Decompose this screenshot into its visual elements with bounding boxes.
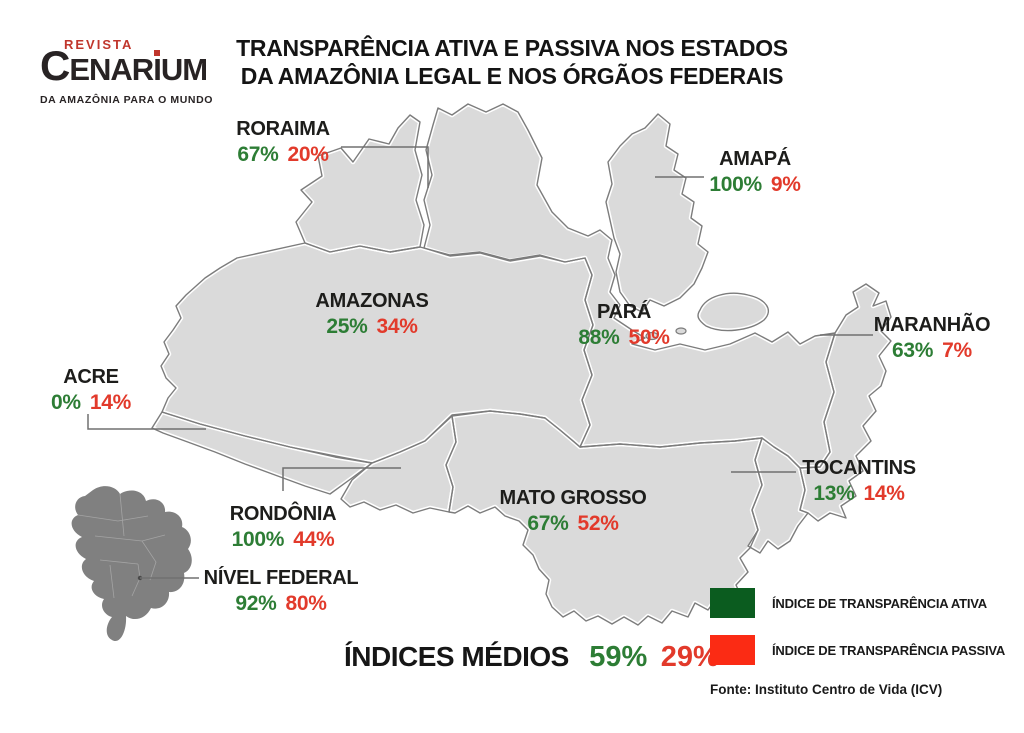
logo-letters-enar: ENAR: [69, 52, 154, 87]
logo-letters-um: UM: [160, 52, 208, 87]
region-label-maranhao: MARANHÃO 63% 7%: [873, 314, 991, 362]
region-label-rondonia: RONDÔNIA 100% 44%: [230, 503, 337, 551]
passive-value: 52%: [577, 512, 619, 535]
average-active-value: 59%: [589, 641, 648, 673]
connector-acre: [87, 414, 206, 430]
legend-active-label: ÍNDICE DE TRANSPARÊNCIA ATIVA: [772, 595, 987, 611]
passive-transparency-swatch: [710, 635, 755, 665]
region-label-acre: ACRE 0% 14%: [51, 366, 131, 414]
region-name: PARÁ: [597, 301, 651, 323]
region-label-amazonas: AMAZONAS 25% 34%: [315, 290, 428, 338]
region-name: AMAZONAS: [315, 290, 429, 312]
map-islets: [645, 327, 687, 341]
active-value: 92%: [235, 592, 277, 615]
page-title-line1: TRANSPARÊNCIA ATIVA E PASSIVA NOS ESTADO…: [236, 35, 788, 61]
passive-value: 9%: [770, 173, 801, 196]
passive-value: 44%: [293, 528, 335, 551]
region-name: MARANHÃO: [873, 314, 991, 336]
logo-tagline: DA AMAZÔNIA PARA O MUNDO: [40, 94, 214, 106]
passive-value: 50%: [628, 326, 670, 349]
page-title: TRANSPARÊNCIA ATIVA E PASSIVA NOS ESTADO…: [0, 34, 1024, 90]
map-state-amapa: [606, 114, 708, 312]
average-indices: ÍNDICES MÉDIOS 59% 29%: [344, 641, 719, 674]
region-name: NÍVEL FEDERAL: [203, 567, 359, 589]
active-transparency-swatch: [710, 588, 755, 618]
legend: ÍNDICE DE TRANSPARÊNCIA ATIVA ÍNDICE DE …: [710, 588, 1005, 697]
connector-roraima: [341, 146, 429, 188]
region-name: ACRE: [63, 366, 119, 388]
region-label-amapa: AMAPÁ 100% 9%: [709, 148, 801, 196]
source-credit: Fonte: Instituto Centro de Vida (ICV): [710, 682, 943, 697]
passive-value: 34%: [376, 315, 418, 338]
region-name: RONDÔNIA: [229, 503, 337, 525]
active-value: 67%: [237, 143, 279, 166]
logo-revista-text: REVISTA: [64, 37, 134, 52]
active-value: 88%: [578, 326, 620, 349]
logo-letter-i-reddot: I: [153, 52, 162, 87]
passive-value: 80%: [285, 592, 327, 615]
legend-row-active: ÍNDICE DE TRANSPARÊNCIA ATIVA: [710, 588, 1005, 618]
cenarium-logo: REVISTA CENARIUM DA AMAZÔNIA PARA O MUND…: [40, 38, 220, 106]
passive-value: 14%: [863, 482, 905, 505]
passive-value: 20%: [287, 143, 329, 166]
active-value: 100%: [231, 528, 285, 551]
region-label-nivel-federal: NÍVEL FEDERAL 92% 80%: [204, 567, 359, 615]
label-connectors: [87, 146, 873, 579]
region-label-tocantins: TOCANTINS 13% 14%: [802, 457, 916, 505]
region-name: MATO GROSSO: [499, 487, 647, 509]
active-value: 25%: [326, 315, 368, 338]
region-name: RORAIMA: [236, 118, 330, 140]
active-value: 0%: [51, 391, 81, 414]
active-value: 13%: [813, 482, 855, 505]
passive-value: 14%: [89, 391, 131, 414]
active-value: 63%: [892, 339, 934, 362]
connector-rondonia: [282, 467, 401, 491]
region-label-mato-grosso: MATO GROSSO 67% 52%: [499, 487, 646, 535]
legend-passive-label: ÍNDICE DE TRANSPARÊNCIA PASSIVA: [772, 642, 1006, 658]
region-name: TOCANTINS: [802, 457, 916, 479]
region-label-para: PARÁ 88% 50%: [578, 301, 670, 349]
legend-row-passive: ÍNDICE DE TRANSPARÊNCIA PASSIVA: [710, 635, 1005, 665]
average-indices-label: ÍNDICES MÉDIOS: [344, 641, 569, 672]
region-name: AMAPÁ: [719, 148, 791, 170]
logo-letter-c: C: [40, 42, 70, 89]
mini-brazil-map: [71, 486, 192, 642]
region-label-roraima: RORAIMA 67% 20%: [236, 118, 330, 166]
active-value: 67%: [527, 512, 569, 535]
active-value: 100%: [709, 173, 762, 196]
average-passive-value: 29%: [660, 641, 719, 673]
page-title-line2: DA AMAZÔNIA LEGAL E NOS ÓRGÃOS FEDERAIS: [240, 63, 784, 89]
passive-value: 7%: [942, 339, 972, 362]
logo-cenarium-text: CENARIUM: [40, 45, 220, 91]
